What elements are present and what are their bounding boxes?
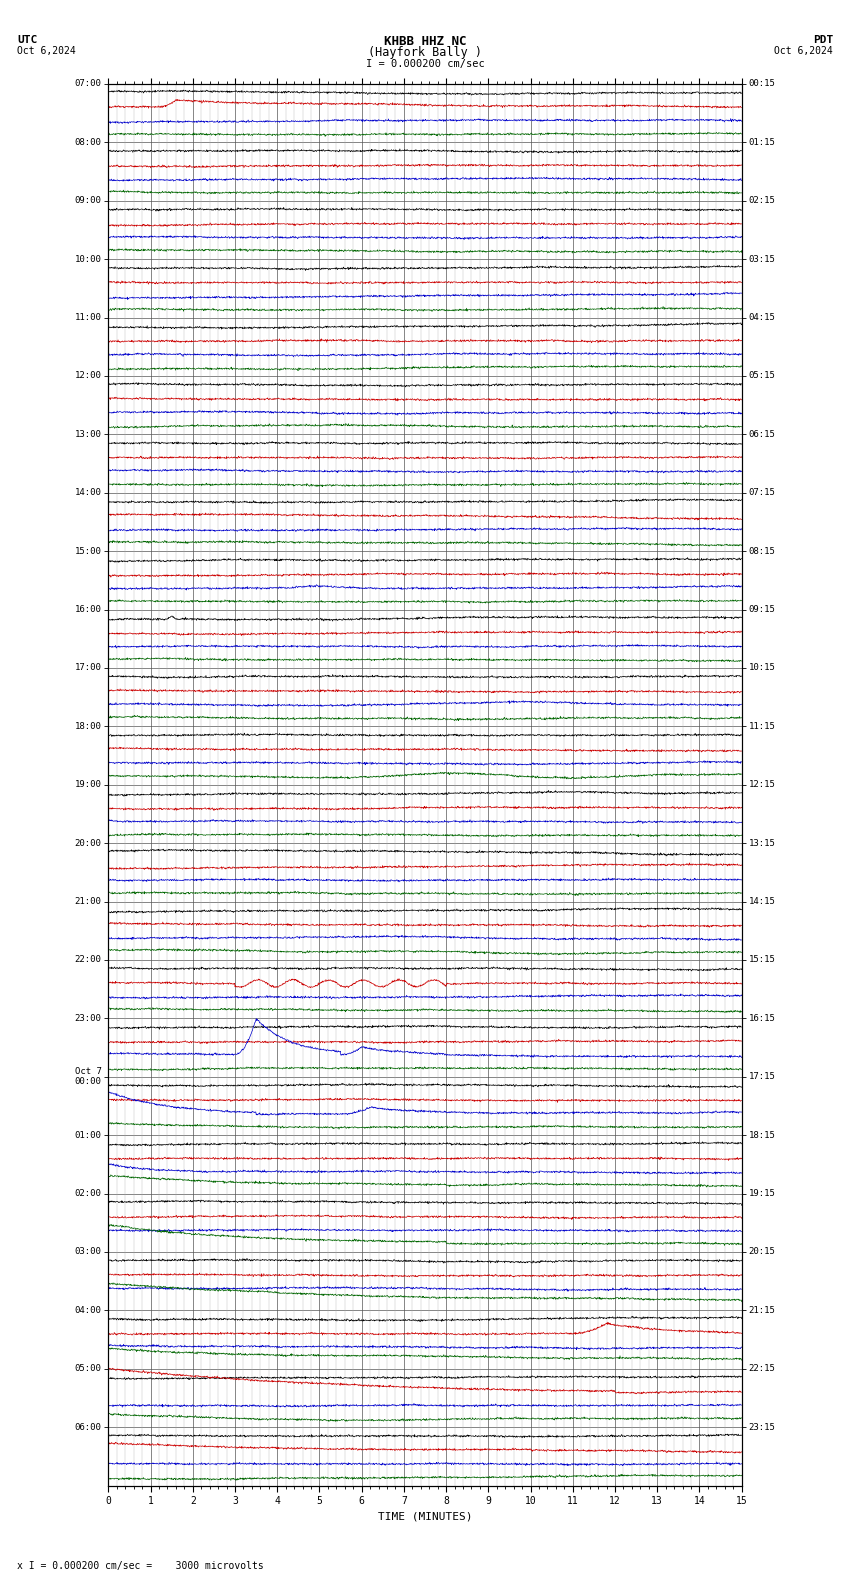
Text: I = 0.000200 cm/sec: I = 0.000200 cm/sec [366,59,484,68]
Text: (Hayfork Bally ): (Hayfork Bally ) [368,46,482,59]
Text: UTC: UTC [17,35,37,44]
Text: PDT: PDT [813,35,833,44]
Text: Oct 6,2024: Oct 6,2024 [774,46,833,55]
Text: x I = 0.000200 cm/sec =    3000 microvolts: x I = 0.000200 cm/sec = 3000 microvolts [17,1562,264,1571]
Text: Oct 6,2024: Oct 6,2024 [17,46,76,55]
Text: KHBB HHZ NC: KHBB HHZ NC [383,35,467,48]
X-axis label: TIME (MINUTES): TIME (MINUTES) [377,1511,473,1522]
